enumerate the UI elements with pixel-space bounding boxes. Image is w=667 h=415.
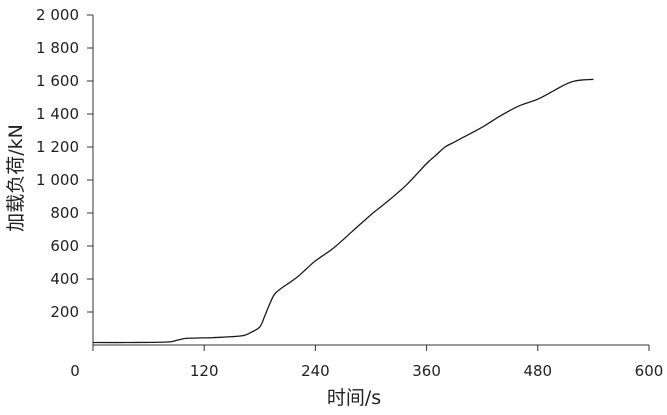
y-tick-label: 800 <box>50 204 79 222</box>
x-axis-label: 时间/s <box>327 387 381 409</box>
x-tick-label: 600 <box>635 362 664 380</box>
x-tick-label: 120 <box>190 362 219 380</box>
chart-series <box>92 78 594 344</box>
y-tick-label: 1 200 <box>36 138 79 156</box>
y-tick-label: 600 <box>50 237 79 255</box>
series-line <box>92 78 594 344</box>
y-axis-label: 加载负荷/kN <box>5 124 27 232</box>
chart-axes <box>92 15 649 346</box>
chart-ticks: 0 120 240 360 480 600 200 400 600 800 1 000 1 200 1 … <box>36 6 663 380</box>
y-tick-label: 200 <box>50 303 79 321</box>
y-tick-label: 2 000 <box>36 6 79 24</box>
y-tick-label: 1 600 <box>36 72 79 90</box>
x-tick-label: 480 <box>523 362 552 380</box>
x-tick-label: 0 <box>70 362 80 380</box>
x-tick-label: 240 <box>301 362 330 380</box>
y-tick-label: 1 400 <box>36 105 79 123</box>
y-tick-label: 400 <box>50 270 79 288</box>
y-tick-label: 1 800 <box>36 39 79 57</box>
x-tick-label: 360 <box>412 362 441 380</box>
y-tick-label: 1 000 <box>36 171 79 189</box>
